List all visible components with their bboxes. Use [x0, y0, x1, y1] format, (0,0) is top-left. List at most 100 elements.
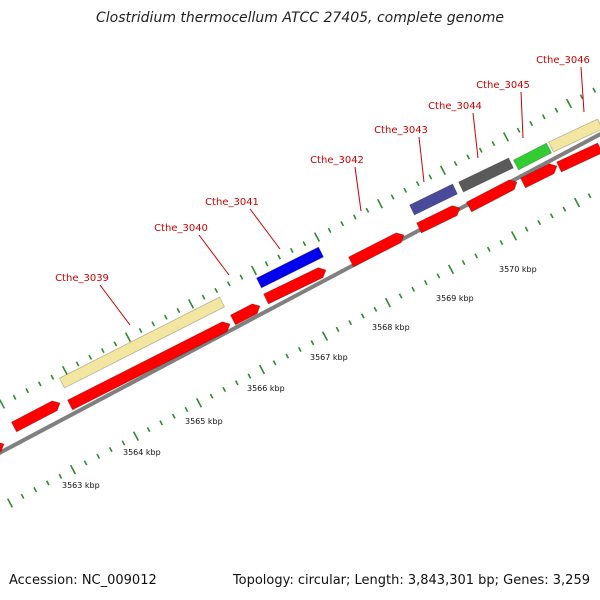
tick-mark — [579, 94, 584, 100]
tick-mark — [132, 431, 140, 442]
tick-mark — [321, 331, 329, 341]
cds-arrow — [263, 267, 327, 305]
tick-mark — [403, 187, 408, 193]
kbp-label: 3564 kbp — [123, 448, 161, 457]
cds-arrow — [465, 179, 518, 213]
tick-mark — [461, 260, 466, 266]
tick-mark — [499, 239, 504, 246]
gene-label-line — [418, 136, 425, 183]
tick-mark — [541, 114, 546, 120]
gene-label-line — [580, 66, 585, 113]
tick-mark — [592, 87, 597, 93]
kbp-label: 3565 kbp — [185, 417, 223, 426]
tick-mark — [313, 232, 321, 242]
tick-mark — [573, 197, 581, 208]
gene-label: Cthe_3040 — [154, 223, 208, 234]
tick-mark — [69, 464, 77, 475]
tick-mark — [376, 198, 384, 209]
tick-mark — [302, 241, 307, 247]
tick-mark — [554, 107, 559, 113]
gene-box — [58, 296, 226, 389]
tick-mark — [529, 120, 534, 127]
gene-label-line — [198, 234, 230, 276]
tick-mark — [384, 297, 392, 308]
gene-label: Cthe_3045 — [476, 80, 530, 91]
tick-mark — [565, 98, 573, 109]
tick-mark — [50, 374, 55, 380]
tick-mark — [20, 493, 25, 499]
tick-mark — [25, 388, 30, 394]
tick-mark — [428, 174, 433, 180]
gene-box — [409, 183, 458, 216]
tick-mark — [478, 147, 483, 153]
tick-mark — [214, 287, 219, 294]
cds-arrow — [347, 232, 405, 268]
tick-mark — [209, 393, 214, 399]
gene-label: Cthe_3044 — [428, 101, 482, 112]
accession-text: Accession: NC_009012 — [9, 573, 157, 588]
tick-mark — [58, 473, 63, 479]
tick-mark — [163, 314, 168, 320]
tick-mark — [297, 346, 302, 352]
tick-mark — [524, 226, 529, 232]
gene-labels: Cthe_3039 Cthe_3040 Cthe_3041 Cthe_3042 Cthe… — [55, 55, 590, 284]
tick-mark — [491, 140, 496, 147]
tick-mark — [12, 394, 17, 400]
kbp-label: 3563 kbp — [62, 481, 100, 490]
tick-mark — [510, 231, 518, 241]
tick-mark — [247, 373, 252, 379]
kbp-label: 3569 kbp — [436, 294, 474, 303]
gene-label: Cthe_3041 — [205, 197, 259, 208]
tick-mark — [6, 498, 14, 508]
tick-mark — [466, 154, 471, 160]
tick-mark — [516, 127, 521, 133]
tick-mark — [201, 294, 206, 300]
tick-mark — [348, 320, 353, 326]
tick-mark — [352, 214, 357, 220]
tick-mark — [486, 246, 491, 252]
tick-mark — [365, 207, 370, 213]
tick-mark — [171, 413, 176, 419]
tick-mark — [96, 453, 101, 459]
tick-mark — [75, 361, 80, 367]
tick-mark — [159, 420, 164, 426]
gene-label: Cthe_3039 — [55, 273, 109, 284]
gene-label: Cthe_3042 — [310, 155, 364, 166]
map-title: Clostridium thermocellum ATCC 27405, com… — [96, 10, 504, 26]
tick-mark — [562, 206, 567, 212]
kbp-label: 3570 kbp — [499, 265, 537, 274]
tick-mark — [390, 194, 395, 200]
tick-mark — [239, 274, 244, 280]
tick-mark — [258, 364, 266, 375]
tick-mark — [360, 313, 365, 319]
tick-mark — [415, 181, 420, 187]
tick-mark — [234, 380, 239, 386]
tick-mark — [537, 219, 542, 226]
tick-mark — [335, 326, 340, 332]
kbp-label: 3567 kbp — [310, 353, 348, 362]
tick-mark — [453, 161, 458, 167]
genome-summary-text: Topology: circular; Length: 3,843,301 bp… — [232, 573, 590, 588]
gene-label-line — [249, 208, 281, 250]
tick-mark — [474, 253, 479, 259]
tick-mark — [83, 460, 88, 466]
cds-arrow — [66, 321, 231, 411]
tick-mark — [310, 340, 315, 346]
gene-label-line — [520, 91, 524, 139]
tick-mark — [151, 321, 156, 327]
tick-mark — [88, 354, 93, 360]
gene-box — [512, 142, 553, 171]
kbp-labels: 3563 kbp 3564 kbp 3565 kbp 3566 kbp 3567 kbp… — [62, 265, 537, 490]
feature-track — [0, 118, 600, 453]
tick-mark — [222, 386, 227, 393]
tick-mark — [146, 426, 151, 433]
tick-mark — [0, 399, 6, 409]
tick-mark — [176, 307, 181, 314]
inner-tick-track — [6, 193, 592, 508]
tick-mark — [373, 306, 378, 312]
tick-mark — [340, 221, 345, 227]
tick-mark — [195, 398, 203, 408]
tick-mark — [277, 254, 282, 260]
tick-mark — [447, 264, 455, 275]
